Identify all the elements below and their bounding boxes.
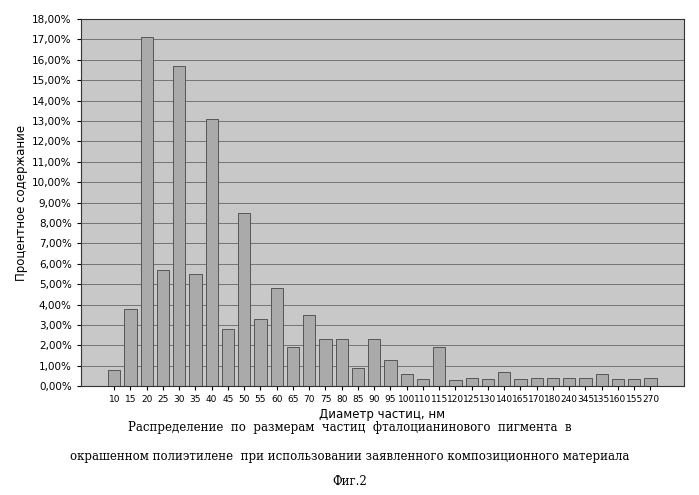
Text: окрашенном полиэтилене  при использовании заявленного композиционного материала: окрашенном полиэтилене при использовании… — [70, 450, 629, 463]
Bar — [433, 347, 445, 386]
Bar — [238, 213, 250, 386]
Text: Фиг.2: Фиг.2 — [332, 475, 367, 488]
Bar — [157, 270, 169, 386]
Bar — [287, 347, 299, 386]
Bar — [579, 378, 591, 386]
Bar — [254, 319, 266, 386]
Bar — [222, 329, 234, 386]
Bar — [352, 368, 364, 386]
Bar — [173, 66, 185, 386]
Bar — [449, 380, 461, 386]
Bar — [498, 372, 510, 386]
Bar — [271, 288, 283, 386]
Bar — [206, 119, 218, 386]
Bar — [303, 315, 315, 386]
X-axis label: Диаметр частиц, нм: Диаметр частиц, нм — [319, 408, 445, 421]
Text: Распределение  по  размерам  частиц  фталоцианинового  пигмента  в: Распределение по размерам частиц фталоци… — [128, 421, 571, 434]
Bar — [596, 374, 608, 386]
Bar — [417, 379, 429, 386]
Bar — [368, 339, 380, 386]
Bar — [124, 308, 136, 386]
Bar — [563, 378, 575, 386]
Bar — [401, 374, 413, 386]
Bar — [466, 378, 478, 386]
Bar — [628, 379, 640, 386]
Bar — [108, 370, 120, 386]
Bar — [531, 378, 543, 386]
Y-axis label: Процентное содержание: Процентное содержание — [15, 124, 28, 281]
Bar — [189, 274, 201, 386]
Bar — [612, 379, 624, 386]
Bar — [336, 339, 348, 386]
Bar — [482, 379, 494, 386]
Bar — [644, 378, 656, 386]
Bar — [384, 359, 396, 386]
Bar — [514, 379, 526, 386]
Bar — [547, 378, 559, 386]
Bar — [140, 37, 153, 386]
Bar — [319, 339, 331, 386]
